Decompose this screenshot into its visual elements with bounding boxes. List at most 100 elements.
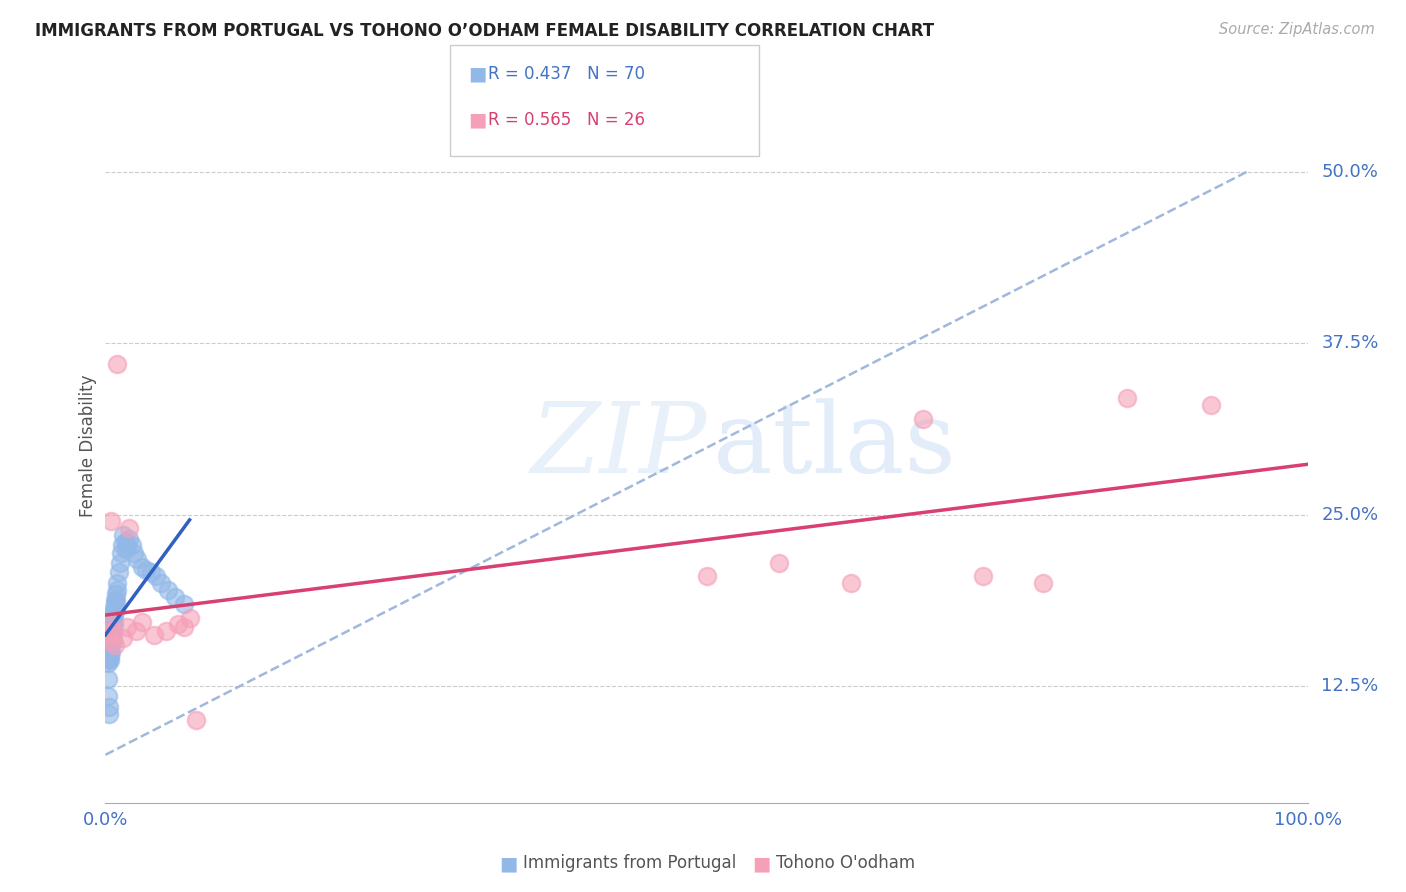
- Point: [1201, 398, 1223, 412]
- Point: [1116, 391, 1139, 405]
- Point: [98, 648, 121, 662]
- Point: [112, 528, 135, 542]
- Y-axis label: Female Disability: Female Disability: [79, 375, 97, 517]
- Point: [98, 638, 121, 652]
- Point: [184, 714, 207, 728]
- Point: [118, 521, 141, 535]
- Point: [98, 706, 121, 721]
- Point: [105, 587, 128, 601]
- Text: Tohono O'odham: Tohono O'odham: [776, 855, 915, 872]
- Point: [101, 610, 124, 624]
- Text: atlas: atlas: [713, 398, 955, 494]
- Point: [114, 535, 136, 549]
- Point: [98, 628, 121, 642]
- Point: [98, 648, 121, 663]
- Point: [97, 656, 120, 670]
- Point: [98, 642, 121, 657]
- Point: [101, 607, 124, 621]
- Point: [100, 628, 122, 642]
- Point: [98, 624, 121, 639]
- Point: [101, 617, 124, 632]
- Point: [131, 559, 153, 574]
- Point: [696, 569, 718, 583]
- Point: [97, 673, 120, 687]
- Point: [98, 624, 121, 639]
- Point: [139, 566, 162, 580]
- Point: [107, 583, 129, 598]
- Point: [101, 624, 124, 639]
- Text: R = 0.565   N = 26: R = 0.565 N = 26: [488, 112, 645, 129]
- Point: [107, 566, 129, 580]
- Point: [173, 597, 195, 611]
- Text: 25.0%: 25.0%: [1322, 506, 1379, 524]
- Point: [98, 633, 121, 648]
- Point: [98, 653, 121, 667]
- Point: [107, 576, 129, 591]
- Text: ■: ■: [468, 64, 486, 84]
- Point: [135, 562, 157, 576]
- Point: [125, 551, 148, 566]
- Point: [124, 546, 146, 560]
- Point: [100, 515, 122, 529]
- Point: [972, 569, 994, 583]
- Point: [98, 633, 121, 648]
- Point: [149, 576, 172, 591]
- Point: [110, 546, 132, 560]
- Point: [179, 610, 201, 624]
- Point: [98, 651, 121, 665]
- Point: [155, 624, 177, 639]
- Point: [104, 604, 127, 618]
- Point: [101, 628, 124, 642]
- Point: [103, 601, 125, 615]
- Point: [100, 624, 122, 639]
- Text: R = 0.437   N = 70: R = 0.437 N = 70: [488, 65, 645, 83]
- Point: [97, 615, 120, 629]
- Point: [118, 533, 141, 547]
- Point: [100, 638, 122, 652]
- Point: [98, 638, 121, 652]
- Point: [98, 633, 121, 648]
- Point: [97, 689, 120, 703]
- Point: [768, 556, 790, 570]
- Point: [104, 638, 127, 652]
- Point: [104, 592, 127, 607]
- Point: [124, 624, 146, 639]
- Point: [156, 583, 179, 598]
- Point: [165, 590, 187, 604]
- Point: [101, 624, 124, 639]
- Point: [97, 631, 120, 645]
- Point: [121, 538, 143, 552]
- Point: [100, 610, 122, 624]
- Point: [100, 645, 122, 659]
- Point: [100, 620, 122, 634]
- Point: [98, 699, 121, 714]
- Point: [98, 628, 121, 642]
- Text: 37.5%: 37.5%: [1322, 334, 1379, 352]
- Text: ZIP: ZIP: [530, 399, 707, 493]
- Point: [98, 645, 121, 659]
- Point: [911, 411, 934, 425]
- Point: [104, 597, 127, 611]
- Point: [131, 615, 153, 629]
- Point: [115, 541, 138, 556]
- Point: [173, 620, 195, 634]
- Point: [115, 620, 138, 634]
- Point: [103, 617, 125, 632]
- Point: [107, 357, 129, 371]
- Point: [97, 645, 120, 659]
- Text: ■: ■: [499, 854, 517, 873]
- Point: [112, 631, 135, 645]
- Point: [111, 538, 134, 552]
- Point: [142, 628, 165, 642]
- Point: [103, 610, 125, 624]
- Point: [103, 607, 125, 621]
- Point: [145, 569, 167, 583]
- Point: [98, 617, 121, 632]
- Point: [100, 615, 122, 629]
- Point: [1032, 576, 1054, 591]
- Text: 50.0%: 50.0%: [1322, 162, 1378, 180]
- Point: [97, 648, 120, 662]
- Point: [101, 633, 124, 648]
- Point: [115, 538, 138, 552]
- Text: Immigrants from Portugal: Immigrants from Portugal: [523, 855, 737, 872]
